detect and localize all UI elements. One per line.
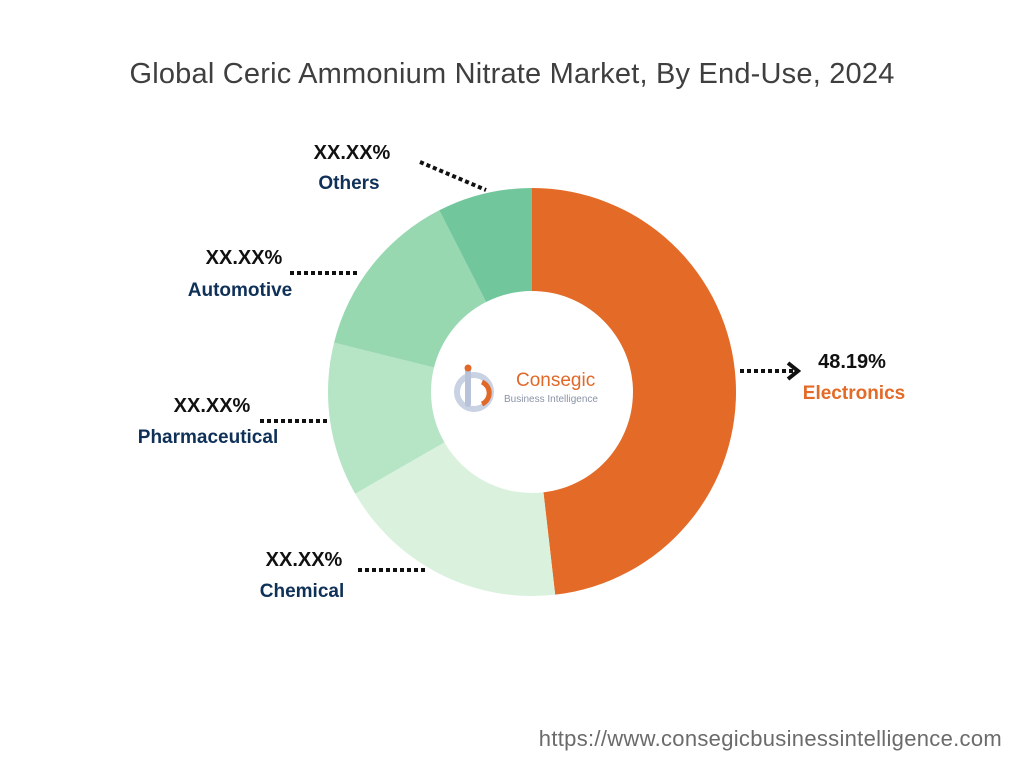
slice-chemical	[355, 442, 556, 596]
value-label-automotive: XX.XX%	[206, 247, 283, 269]
name-label-pharmaceutical: Pharmaceutical	[138, 427, 278, 448]
name-label-automotive: Automotive	[188, 280, 293, 301]
logo-mark-icon	[454, 364, 494, 412]
source-url[interactable]: https://www.consegicbusinessintelligence…	[538, 726, 1002, 751]
labels-layer: 48.19% Electronics XX.XX% Chemical XX.XX% Pha…	[138, 142, 905, 602]
slice-electronics	[532, 188, 737, 595]
arrow-icon	[786, 361, 802, 381]
name-label-chemical: Chemical	[260, 581, 344, 602]
name-label-electronics: Electronics	[803, 383, 905, 404]
logo-tagline: Business Intelligence	[504, 394, 598, 405]
value-label-chemical: XX.XX%	[266, 549, 343, 571]
chart-title: Global Ceric Ammonium Nitrate Market, By…	[129, 58, 895, 90]
leader-line-others	[419, 160, 487, 192]
value-label-pharmaceutical: XX.XX%	[174, 395, 251, 417]
name-label-others: Others	[318, 173, 379, 194]
slice-pharmaceutical	[328, 342, 445, 494]
leader-lines-layer	[260, 160, 802, 572]
consegic-logo: Consegic Business Intelligence	[448, 360, 618, 420]
value-label-electronics: 48.19%	[818, 351, 886, 373]
slice-others	[439, 188, 532, 303]
slice-automotive	[334, 210, 487, 368]
value-label-others: XX.XX%	[314, 142, 391, 164]
slices-layer	[328, 188, 737, 596]
logo-brand: Consegic	[516, 370, 596, 391]
